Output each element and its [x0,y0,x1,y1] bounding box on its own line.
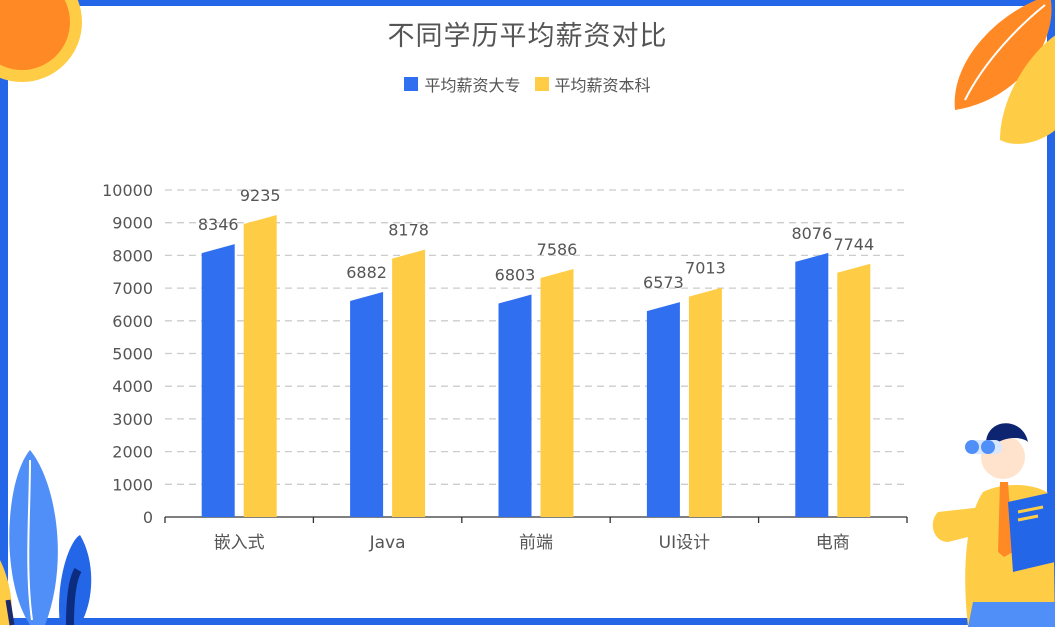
legend-swatch-diploma [404,77,419,91]
data-label: 6573 [643,273,684,292]
data-label: 7586 [537,240,578,259]
y-tick-label: 10000 [102,181,153,200]
chart-title: 不同学历平均薪资对比 [387,21,668,52]
x-tick-label: 嵌入式 [214,533,265,553]
chart-legend: 平均薪资大专 平均薪资本科 [0,72,1055,96]
data-label: 8178 [388,221,429,240]
y-tick-label: 0 [143,508,153,527]
legend-item-bachelor[interactable]: 平均薪资本科 [534,72,651,96]
x-tick-label: Java [369,533,406,553]
x-tick-label: 电商 [816,533,850,553]
y-tick-label: 1000 [112,475,153,494]
bar-bachelor [243,215,277,517]
data-label: 9235 [240,186,281,205]
y-tick-label: 2000 [112,443,153,462]
bar-diploma [795,252,829,517]
x-tick-label: 前端 [519,533,553,553]
data-label: 7744 [833,235,874,254]
data-label: 7013 [685,259,726,278]
y-tick-label: 3000 [112,410,153,429]
bar-bachelor [392,249,426,517]
bar-diploma [646,302,680,517]
y-tick-label: 7000 [112,279,153,298]
y-tick-label: 8000 [112,246,153,265]
data-label: 8346 [198,215,239,234]
legend-label-bachelor: 平均薪资本科 [554,76,651,95]
data-label: 8076 [791,224,832,243]
y-tick-label: 6000 [112,312,153,331]
bar-bachelor [688,287,722,517]
bar-diploma [350,291,384,517]
bar-bachelor [540,268,574,517]
legend-item-diploma[interactable]: 平均薪资大专 [404,72,521,96]
legend-swatch-bachelor [534,77,549,91]
legend-label-diploma: 平均薪资大专 [424,76,521,95]
data-label: 6803 [495,266,536,285]
y-tick-label: 4000 [112,377,153,396]
bar-diploma [498,294,532,517]
y-tick-label: 9000 [112,214,153,233]
bar-bachelor [837,263,871,517]
x-tick-label: UI设计 [659,533,710,553]
bar-diploma [201,244,235,517]
y-tick-label: 5000 [112,345,153,364]
data-label: 6882 [346,263,387,282]
